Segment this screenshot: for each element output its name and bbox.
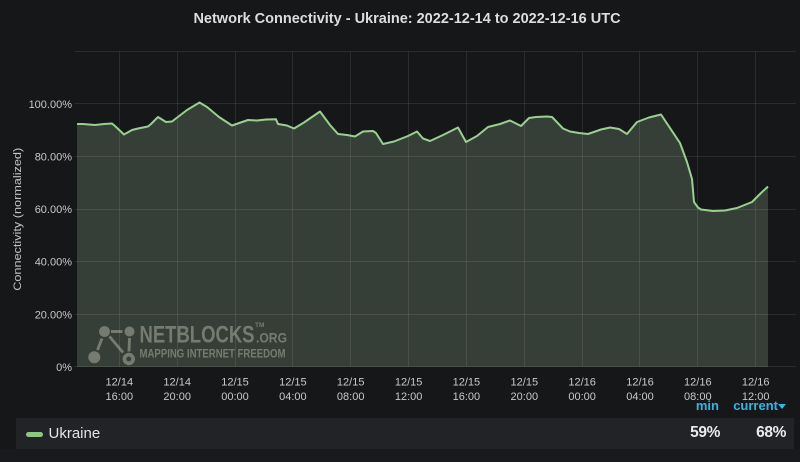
svg-text:12/15: 12/15 bbox=[337, 377, 365, 389]
svg-text:12/15: 12/15 bbox=[395, 377, 423, 389]
svg-text:Connectivity (normalized): Connectivity (normalized) bbox=[12, 148, 24, 291]
svg-text:12/16: 12/16 bbox=[568, 377, 596, 389]
svg-text:40.00%: 40.00% bbox=[35, 257, 73, 269]
svg-text:60.00%: 60.00% bbox=[35, 204, 73, 216]
svg-text:12/15: 12/15 bbox=[511, 377, 539, 389]
svg-text:100.00%: 100.00% bbox=[29, 99, 73, 111]
svg-text:08:00: 08:00 bbox=[684, 391, 712, 403]
svg-text:12/14: 12/14 bbox=[163, 377, 191, 389]
svg-text:12/14: 12/14 bbox=[106, 377, 134, 389]
svg-text:80.00%: 80.00% bbox=[35, 152, 73, 164]
svg-text:20:00: 20:00 bbox=[511, 391, 539, 403]
svg-text:12/15: 12/15 bbox=[221, 377, 249, 389]
svg-text:00:00: 00:00 bbox=[221, 391, 249, 403]
svg-text:20:00: 20:00 bbox=[163, 391, 191, 403]
svg-text:16:00: 16:00 bbox=[106, 391, 134, 403]
svg-text:16:00: 16:00 bbox=[453, 391, 481, 403]
svg-text:12/16: 12/16 bbox=[742, 377, 770, 389]
svg-text:20.00%: 20.00% bbox=[35, 309, 73, 321]
svg-text:12:00: 12:00 bbox=[742, 391, 770, 403]
svg-text:12/15: 12/15 bbox=[453, 377, 481, 389]
svg-text:12:00: 12:00 bbox=[395, 391, 423, 403]
svg-text:12/16: 12/16 bbox=[626, 377, 654, 389]
svg-text:0%: 0% bbox=[56, 362, 72, 374]
svg-text:12/15: 12/15 bbox=[279, 377, 307, 389]
svg-text:08:00: 08:00 bbox=[337, 391, 365, 403]
svg-text:.ORG: .ORG bbox=[256, 330, 287, 346]
svg-text:00:00: 00:00 bbox=[568, 391, 596, 403]
svg-text:NETBLOCKS: NETBLOCKS bbox=[140, 322, 255, 349]
svg-text:TM: TM bbox=[255, 322, 264, 329]
svg-text:04:00: 04:00 bbox=[626, 391, 654, 403]
svg-text:MAPPING INTERNET FREEDOM: MAPPING INTERNET FREEDOM bbox=[140, 346, 286, 360]
svg-text:04:00: 04:00 bbox=[279, 391, 307, 403]
svg-text:12/16: 12/16 bbox=[684, 377, 712, 389]
